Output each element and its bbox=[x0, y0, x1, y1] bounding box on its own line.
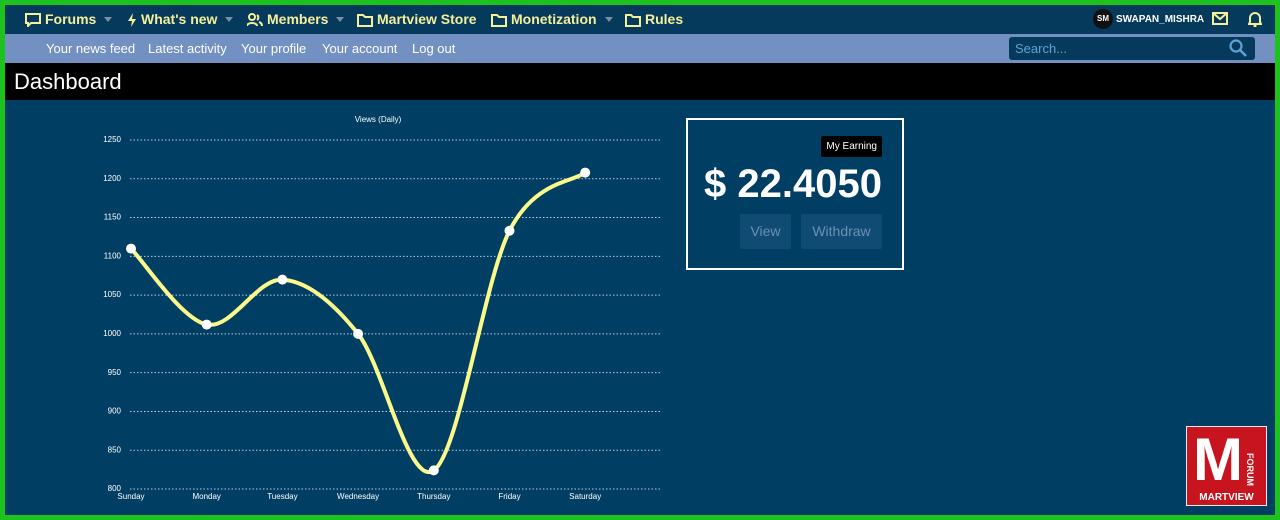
y-tick-label: 1000 bbox=[103, 329, 121, 338]
logo[interactable]: M FORUM MARTVIEW bbox=[1186, 426, 1267, 506]
x-tick-label: Tuesday bbox=[267, 492, 297, 501]
icon bbox=[128, 13, 136, 27]
search-icon[interactable] bbox=[1229, 39, 1247, 57]
mail-icon[interactable] bbox=[1212, 12, 1228, 25]
x-tick-label: Monday bbox=[192, 492, 220, 501]
sub-link[interactable]: Your news feed bbox=[46, 41, 136, 56]
nav-label: Forums bbox=[45, 11, 97, 27]
earning-label: My Earning bbox=[821, 136, 882, 157]
nav-label: What's new bbox=[141, 11, 218, 27]
avatar[interactable]: SM bbox=[1093, 9, 1113, 29]
top-nav: Forums What's new Members Martview Store… bbox=[5, 5, 1275, 34]
logo-side: FORUM bbox=[1245, 453, 1255, 486]
x-tick-label: Saturday bbox=[569, 492, 601, 501]
nav-store[interactable]: Martview Store bbox=[357, 5, 477, 34]
icon bbox=[491, 14, 507, 27]
nav-whats-new[interactable]: What's new bbox=[127, 5, 234, 34]
title-bar: Dashboard bbox=[5, 63, 1275, 100]
icon bbox=[25, 13, 41, 29]
x-tick-label: Friday bbox=[498, 492, 520, 501]
nav-monetization[interactable]: Monetization bbox=[491, 5, 613, 34]
sub-link[interactable]: Your profile bbox=[241, 41, 307, 56]
nav-rules[interactable]: Rules bbox=[625, 5, 683, 34]
point bbox=[504, 225, 515, 236]
point bbox=[201, 319, 212, 330]
page-title: Dashboard bbox=[14, 69, 122, 94]
y-tick-label: 850 bbox=[108, 445, 122, 454]
x-tick-label: Wednesday bbox=[337, 492, 379, 501]
chart-title: Views (Daily) bbox=[355, 115, 402, 124]
sub-nav: Your news feed Latest activity Your prof… bbox=[5, 34, 1275, 63]
nav-label: Rules bbox=[645, 11, 684, 27]
nav-members[interactable]: Members bbox=[246, 5, 345, 34]
sub-link[interactable]: Your account bbox=[322, 41, 398, 56]
nav-label: Members bbox=[267, 11, 329, 27]
x-tick-label: Sunday bbox=[117, 492, 144, 501]
point bbox=[353, 328, 364, 339]
username[interactable]: SWAPAN_MISHRA bbox=[1116, 14, 1205, 25]
icon bbox=[357, 14, 373, 27]
y-tick-label: 950 bbox=[108, 368, 122, 377]
point bbox=[580, 167, 591, 178]
point bbox=[277, 274, 288, 285]
icon bbox=[246, 13, 263, 27]
y-tick-label: 800 bbox=[108, 484, 122, 493]
bell-icon[interactable] bbox=[1248, 11, 1262, 27]
y-tick-label: 900 bbox=[108, 407, 122, 416]
sub-link[interactable]: Latest activity bbox=[148, 41, 227, 56]
nav-label: Martview Store bbox=[377, 11, 477, 27]
withdraw-button[interactable]: Withdraw bbox=[801, 214, 882, 249]
icon bbox=[625, 14, 641, 27]
y-tick-label: 1250 bbox=[103, 135, 121, 144]
nav-label: Monetization bbox=[511, 11, 597, 27]
y-tick-label: 1200 bbox=[103, 174, 121, 183]
point bbox=[126, 243, 136, 254]
y-tick-label: 1150 bbox=[104, 213, 122, 222]
view-button[interactable]: View bbox=[740, 214, 791, 249]
earning-card: My Earning $ 22.4050 View Withdraw bbox=[686, 118, 904, 270]
x-tick-label: Thursday bbox=[417, 492, 450, 501]
chart: Views (Daily) 800 850 900 950 1000 1050 1100 11… bbox=[103, 115, 660, 501]
search-placeholder: Search... bbox=[1015, 41, 1068, 56]
logo-letter: M bbox=[1193, 426, 1243, 493]
y-tick-label: 1050 bbox=[103, 290, 121, 299]
earning-amount: $ 22.4050 bbox=[704, 162, 882, 206]
point bbox=[428, 465, 439, 476]
nav-forums[interactable]: Forums bbox=[25, 5, 113, 34]
sub-link[interactable]: Log out bbox=[412, 41, 456, 56]
y-tick-label: 1100 bbox=[104, 251, 122, 260]
search-box[interactable]: Search... bbox=[1009, 37, 1255, 60]
logo-name: MARTVIEW bbox=[1199, 492, 1254, 503]
